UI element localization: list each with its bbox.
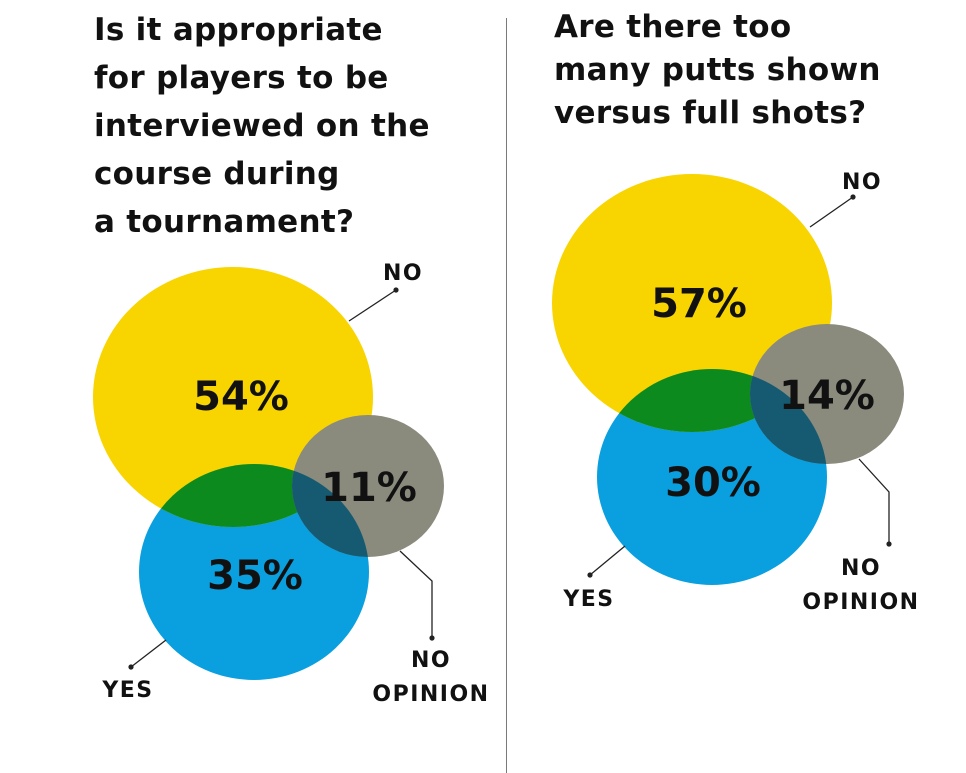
pct-yes-label: 35% (207, 553, 303, 599)
question-line: interviewed on the (94, 108, 430, 144)
leader-no-dot (393, 287, 399, 293)
pct-no-opinion-label: 11% (321, 465, 417, 511)
pct-no-label: 57% (651, 281, 747, 327)
venn-chart: 57% 30% 14% NO YES NO OPINION (552, 170, 919, 615)
leader-yes-dot (587, 572, 593, 578)
question-line: Is it appropriate (94, 12, 383, 48)
leader-yes-line (130, 639, 167, 668)
leader-yes-line (589, 545, 626, 576)
category-label-yes: YES (101, 678, 153, 703)
question-line: many putts shown (554, 52, 881, 88)
category-label-no-opinion: NO OPINION (372, 648, 489, 707)
overlap-yes-no-opinion (292, 464, 369, 557)
survey-panel-interviews: Is it appropriate for players to be inte… (93, 6, 489, 707)
category-label-yes: YES (562, 587, 614, 612)
venn-chart: 54% 35% 11% NO YES NO OPINION (93, 261, 489, 707)
pct-no-opinion-label: 14% (779, 373, 875, 419)
category-label-no: NO (383, 261, 423, 286)
question-title: Is it appropriate for players to be inte… (94, 6, 430, 246)
category-label-no-opinion: NO OPINION (802, 556, 919, 615)
category-label-no: NO (842, 170, 882, 195)
pct-no-label: 54% (193, 374, 289, 420)
question-line: versus full shots? (554, 95, 867, 131)
leader-no-opinion-dot (429, 635, 435, 641)
overlap-yes-no-opinion (750, 369, 827, 464)
leader-no-dot (850, 194, 856, 200)
leader-no-line (809, 196, 854, 228)
question-line: Are there too (554, 9, 792, 45)
leader-no-line (348, 289, 397, 322)
question-line: a tournament? (94, 204, 355, 240)
question-line: course during (94, 156, 340, 192)
leader-no-opinion-line (399, 550, 433, 638)
survey-panel-putts: Are there too many putts shown versus fu… (507, 0, 966, 773)
panel-divider (506, 18, 507, 773)
leader-yes-dot (128, 664, 134, 670)
question-line: for players to be (94, 60, 389, 96)
leader-no-opinion-dot (886, 541, 892, 547)
question-title: Are there too many putts shown versus fu… (554, 6, 881, 135)
pct-yes-label: 30% (665, 460, 761, 506)
leader-no-opinion-line (858, 458, 890, 544)
